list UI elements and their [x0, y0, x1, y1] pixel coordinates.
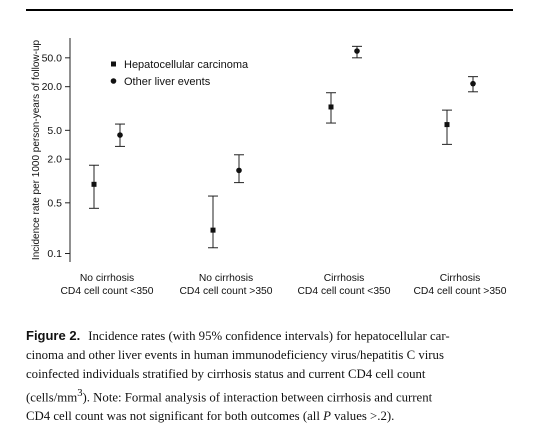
x-category-label: CD4 cell count >350 [179, 286, 272, 297]
caption-line-3: coinfected individuals stratified by cir… [26, 367, 426, 381]
caption-line-4: (cells/mm3). Note: Formal analysis of in… [26, 384, 518, 407]
y-tick-label: 0.1 [47, 248, 62, 260]
legend-square-icon [111, 61, 116, 67]
legend-entry-label: Other liver events [124, 76, 211, 88]
figure-caption: Figure 2. Incidence rates (with 95% confi… [26, 326, 518, 426]
top-rule [26, 9, 513, 11]
x-category-label: No cirrhosis [199, 273, 253, 284]
caption-p-symbol: P [323, 409, 331, 424]
legend-entry-label: Hepatocellular carcinoma [124, 59, 249, 71]
caption-line-5-a: CD4 cell count was not significant for b… [26, 409, 320, 424]
caption-line-4-a: (cells/mm [26, 390, 78, 405]
caption-line-4-sup: 3 [77, 388, 83, 399]
x-category-label: Cirrhosis [324, 273, 365, 284]
y-tick-label: 2.0 [47, 154, 62, 166]
other-liver-point [354, 48, 360, 54]
x-category-labels: No cirrhosis CD4 cell count <350 No cirrho… [60, 273, 506, 297]
legend-circle-icon [110, 78, 117, 84]
caption-line-4-b: ). Note: Formal analysis of interaction … [82, 390, 433, 405]
y-tick-label: 50.0 [42, 52, 63, 64]
x-category-label: No cirrhosis [80, 273, 134, 284]
other-liver-point [236, 167, 242, 174]
hcc-point [91, 181, 97, 187]
y-tick-label: 0.5 [47, 197, 62, 209]
caption-line-5: CD4 cell count was not significant for b… [26, 407, 518, 426]
y-ticks: 0.1 0.5 2.0 5.0 20.0 50.0 [42, 52, 70, 260]
other-liver-point [470, 80, 476, 87]
caption-line-2: cinoma and other liver events in human i… [26, 348, 444, 362]
y-axis-label: Incidence rate per 1000 person-years of … [31, 40, 42, 261]
chart: 0.1 0.5 2.0 5.0 20.0 50.0 No cirrhosis CD4 cel… [31, 38, 507, 297]
y-tick-label: 20.0 [42, 81, 63, 93]
caption-line-1-text: Incidence rates (with 95% confidence int… [88, 329, 450, 343]
hcc-point [328, 104, 334, 110]
caption-line-1: Figure 2. Incidence rates (with 95% confi… [26, 326, 518, 346]
x-category-label: CD4 cell count <350 [60, 286, 153, 297]
x-category-label: CD4 cell count >350 [413, 286, 506, 297]
caption-line-5-b: values >.2). [334, 409, 395, 424]
data-points [91, 48, 476, 233]
hcc-point [444, 122, 450, 128]
x-category-label: CD4 cell count <350 [297, 286, 390, 297]
other-liver-point [117, 132, 123, 138]
legend: Hepatocellular carcinoma Other liver even… [110, 59, 249, 88]
y-tick-label: 5.0 [47, 125, 62, 137]
figure-label: Figure 2. [26, 328, 81, 343]
hcc-point [210, 227, 216, 233]
x-category-label: Cirrhosis [440, 273, 481, 284]
